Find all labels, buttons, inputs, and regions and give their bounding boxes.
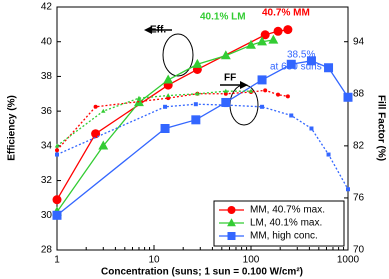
marker [283, 25, 293, 35]
marker [191, 115, 201, 125]
marker [101, 108, 106, 113]
annotation: 40.7% MM [262, 8, 310, 19]
marker [286, 59, 296, 69]
marker [160, 124, 170, 133]
marker [192, 58, 203, 68]
marker [257, 36, 268, 46]
y2-axis-title: Fill Factor (%) [375, 95, 386, 161]
x-tick-label: 1 [54, 255, 60, 266]
marker [326, 152, 331, 157]
marker [52, 210, 62, 220]
y-tick-label: 36 [41, 106, 53, 117]
x-axis-title: Concentration (suns; 1 sun = 0.100 W/cm²… [101, 267, 303, 278]
eff-line [56, 60, 349, 216]
y2-tick-label: 88 [353, 88, 365, 99]
marker [289, 113, 294, 118]
y2-tick-label: 76 [353, 193, 365, 204]
y-tick-label: 30 [41, 210, 53, 221]
marker [163, 104, 168, 109]
legend-label: MM, 40.7% max. [250, 205, 325, 216]
y-tick-label: 38 [41, 71, 53, 82]
marker [260, 104, 265, 109]
marker [246, 39, 256, 49]
marker [195, 91, 200, 96]
plot-frame [56, 6, 349, 251]
eff-line [56, 28, 288, 200]
y-tick-label: 34 [41, 140, 53, 151]
annotation: FF [224, 73, 236, 84]
marker [91, 129, 101, 139]
marker [223, 91, 228, 96]
marker [220, 50, 231, 60]
legend-label: LM, 40.1% max. [250, 218, 322, 229]
eff-ellipse [162, 33, 194, 77]
marker [268, 34, 279, 44]
marker [165, 93, 171, 98]
x-tick-label: 1000 [337, 255, 360, 266]
annotation: 38.5% [287, 50, 315, 61]
ff-arrowhead [240, 81, 248, 89]
y-tick-label: 28 [41, 245, 53, 256]
legend-marker [227, 206, 236, 214]
marker [223, 103, 228, 108]
marker [163, 74, 174, 84]
ff-line [56, 103, 349, 190]
eff-arrowhead [144, 26, 152, 34]
annotation: at 630 suns [270, 62, 322, 73]
marker [221, 97, 231, 107]
marker [309, 126, 314, 131]
y2-tick-label: 94 [353, 36, 365, 47]
legend-label: MM, high conc. [250, 231, 318, 242]
marker [166, 96, 171, 101]
annotation: Eff. [150, 25, 166, 36]
marker [260, 30, 270, 40]
marker [276, 92, 281, 97]
y-tick-label: 32 [41, 175, 53, 186]
marker [193, 102, 198, 107]
marker [285, 94, 290, 99]
marker [55, 148, 59, 153]
y2-tick-label: 82 [353, 140, 365, 151]
marker [93, 104, 98, 109]
marker [324, 63, 334, 73]
y-tick-label: 42 [41, 2, 53, 13]
marker [98, 140, 109, 150]
marker [343, 92, 353, 102]
marker [136, 95, 142, 100]
marker [273, 26, 283, 36]
x-tick-label: 10 [148, 255, 160, 266]
marker [346, 187, 350, 192]
marker [55, 152, 59, 157]
marker [52, 195, 62, 205]
x-tick-label: 100 [243, 255, 260, 266]
marker [54, 143, 60, 148]
marker [248, 88, 254, 93]
marker [263, 88, 268, 93]
marker [223, 88, 229, 93]
legend-marker [227, 232, 236, 240]
y-tick-label: 40 [41, 36, 53, 47]
legend-marker [227, 218, 236, 227]
marker [306, 56, 316, 66]
marker [257, 75, 267, 85]
y-axis-title: Efficiency (%) [7, 95, 18, 161]
annotation: 40.1% LM [200, 12, 246, 23]
y2-tick-label: 70 [353, 245, 365, 256]
